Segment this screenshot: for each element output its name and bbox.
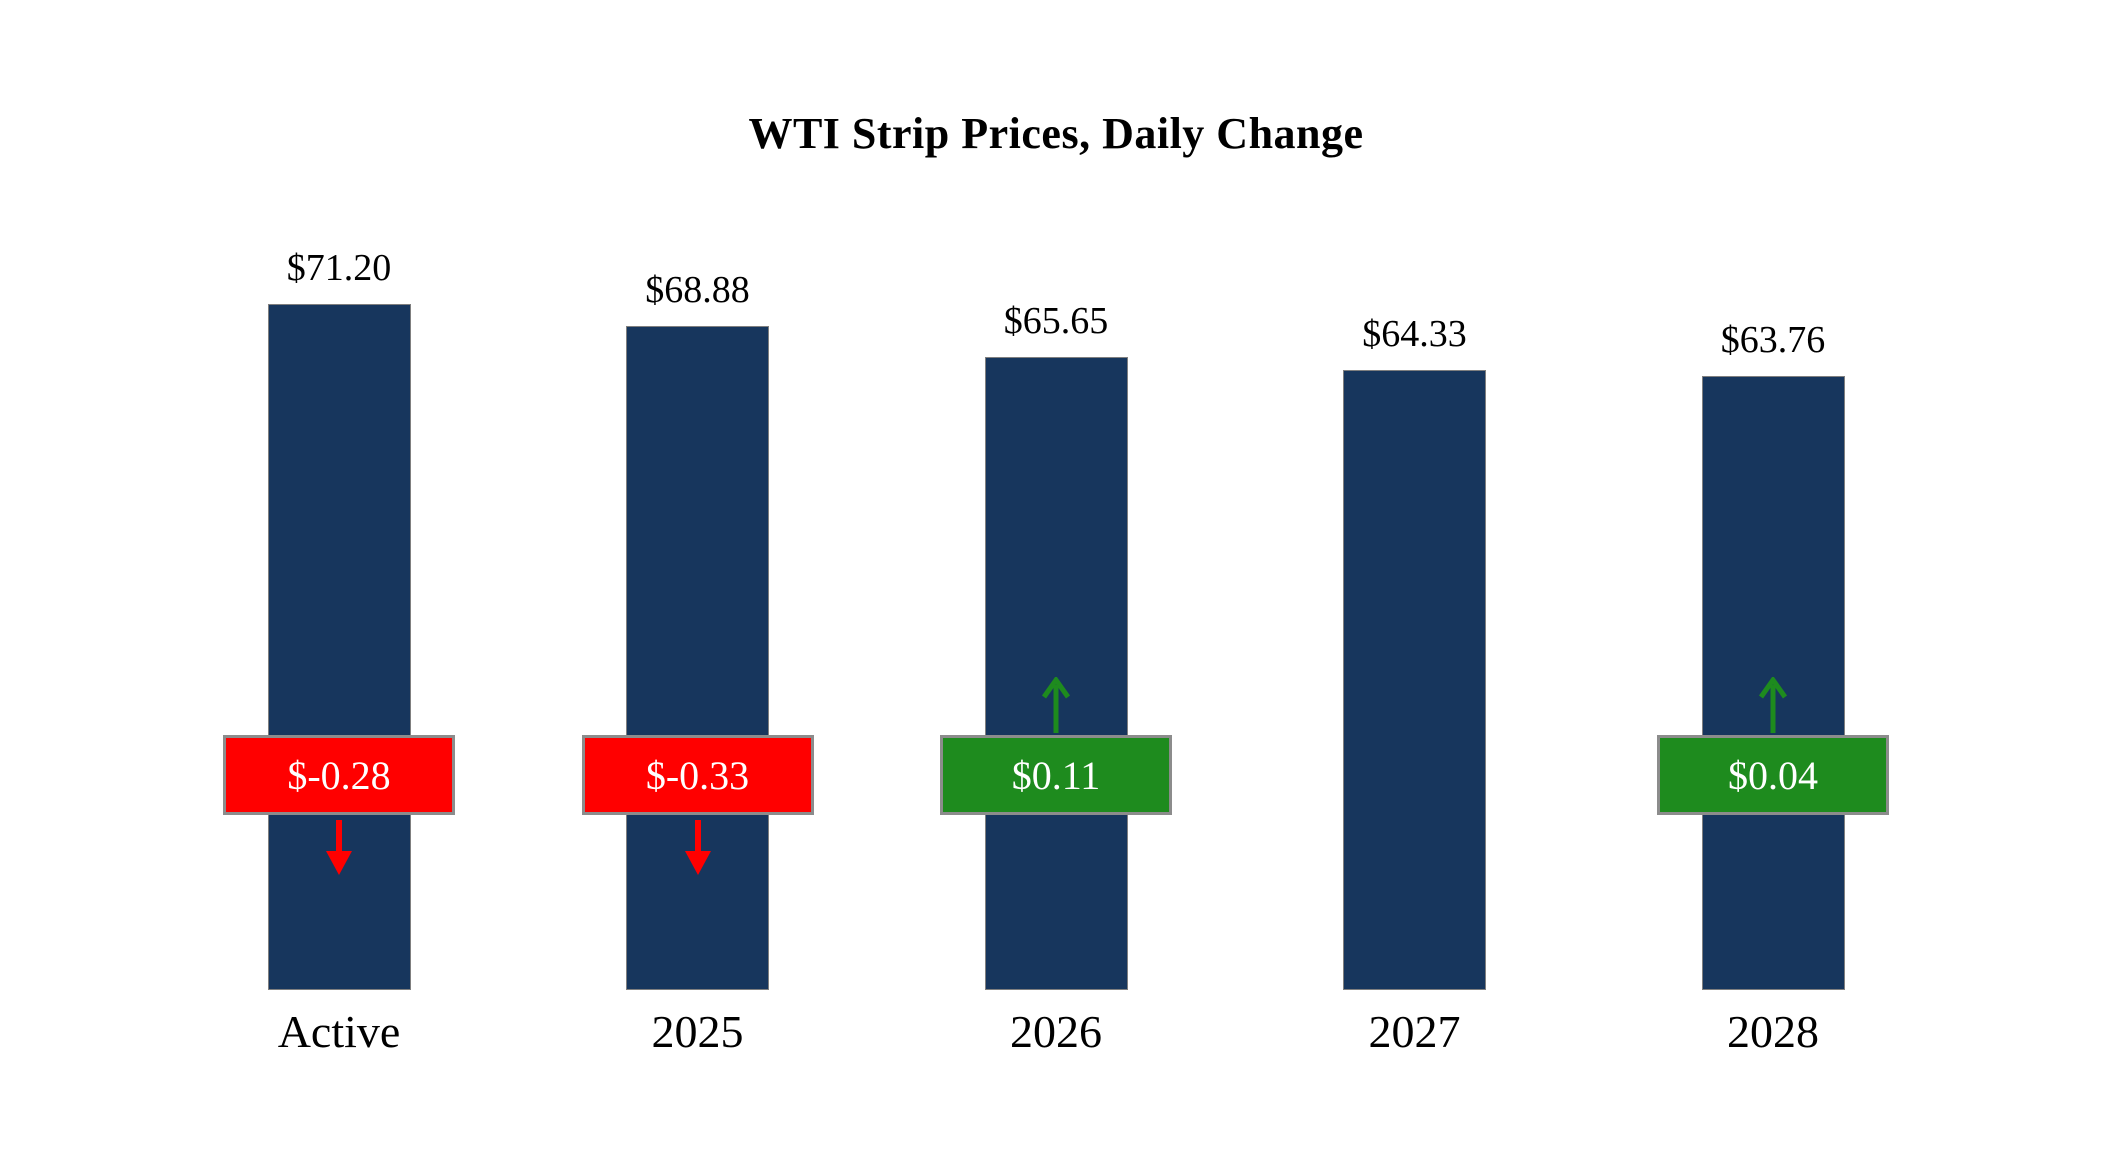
down-arrow-icon bbox=[324, 818, 354, 876]
bar-active bbox=[267, 304, 411, 990]
daily-change-badge: $0.11 bbox=[940, 735, 1172, 815]
bar-value-label: $71.20 bbox=[286, 247, 392, 289]
chart-title: WTI Strip Prices, Daily Change bbox=[748, 109, 1364, 158]
bar-2027 bbox=[1343, 370, 1486, 990]
category-label: 2026 bbox=[1010, 1006, 1102, 1057]
category-label: 2027 bbox=[1368, 1006, 1461, 1057]
bar-2026 bbox=[984, 357, 1128, 990]
category-label: Active bbox=[277, 1006, 401, 1057]
daily-change-badge: $-0.33 bbox=[581, 735, 814, 815]
bar-value-label: $64.33 bbox=[1362, 313, 1467, 355]
up-arrow-icon bbox=[1041, 675, 1071, 735]
bar-2025 bbox=[626, 326, 769, 990]
daily-change-badge: $0.04 bbox=[1657, 735, 1889, 815]
category-label: 2025 bbox=[651, 1006, 744, 1057]
up-arrow-icon bbox=[1758, 675, 1788, 735]
bar-value-label: $65.65 bbox=[1003, 300, 1109, 342]
bar-value-label: $68.88 bbox=[645, 269, 750, 311]
category-label: 2028 bbox=[1727, 1006, 1819, 1057]
daily-change-badge: $-0.28 bbox=[223, 735, 455, 815]
down-arrow-icon bbox=[683, 818, 713, 876]
bar-value-label: $63.76 bbox=[1720, 319, 1826, 361]
